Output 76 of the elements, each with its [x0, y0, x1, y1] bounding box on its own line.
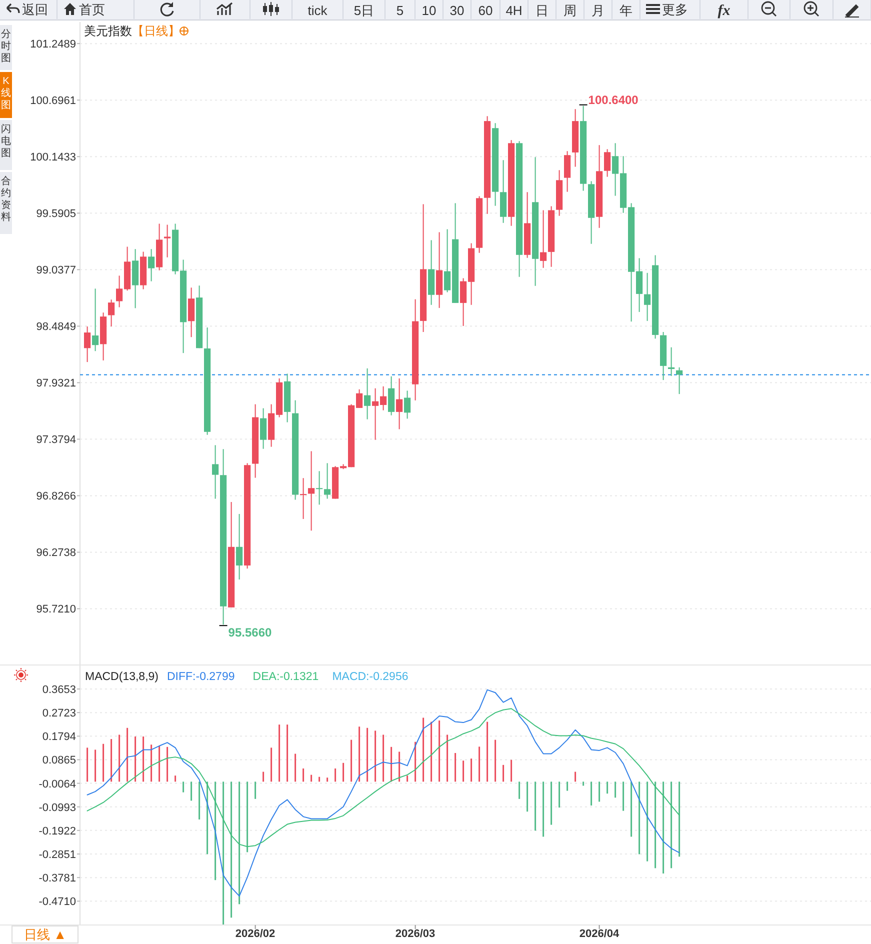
y-tick-label: -0.3781 — [38, 872, 76, 885]
candlestick — [540, 210, 547, 268]
y-tick-label: -0.4710 — [38, 896, 76, 908]
text: 10 — [422, 3, 436, 18]
x-tick-label: 2026/02 — [235, 928, 276, 940]
candlestick — [108, 299, 115, 327]
y-tick-label: 100.1433 — [30, 152, 76, 164]
y-tick-label: 101.2489 — [30, 38, 76, 51]
candlestick — [300, 478, 307, 520]
y-tick-label: 0.0865 — [42, 754, 76, 767]
text: 周 — [564, 3, 576, 18]
candlestick — [92, 288, 99, 352]
y-tick-label: -0.0064 — [38, 778, 76, 790]
text: 30 — [450, 3, 464, 18]
text: 闪电图 — [1, 123, 11, 159]
y-tick-label: -0.0993 — [38, 802, 76, 814]
text: 更多 — [662, 2, 688, 17]
annotation: 100.6400 — [588, 92, 639, 107]
candlestick — [260, 408, 267, 450]
text: 5 — [396, 3, 404, 18]
y-tick-label: 96.8266 — [36, 490, 76, 503]
chart-subtitle: 【日线】 — [132, 24, 180, 38]
candlestick — [148, 248, 155, 282]
chart-title: 美元指数 — [84, 24, 132, 38]
candlestick — [396, 378, 403, 430]
y-tick-label: 97.9321 — [36, 378, 76, 390]
candlestick — [324, 462, 331, 500]
y-tick-label: 99.5905 — [36, 208, 76, 220]
candlestick — [668, 346, 675, 376]
text: 60 — [478, 3, 493, 18]
y-tick-label: 95.7210 — [36, 604, 76, 616]
y-tick-label: -0.1922 — [38, 825, 76, 838]
x-tick-label: 2026/04 — [579, 928, 620, 940]
y-tick-label: 97.3794 — [36, 434, 76, 446]
y-tick-label: 0.1794 — [42, 731, 76, 744]
candlestick — [236, 513, 243, 580]
text: 4H — [506, 3, 522, 18]
candlestick — [404, 390, 411, 420]
text: DIFF:-0.2799 — [167, 671, 235, 683]
candlestick — [388, 376, 395, 416]
text: 日线 ▲ — [24, 927, 66, 942]
text: tick — [308, 3, 328, 18]
candlestick — [316, 470, 323, 506]
y-tick-label: 99.0377 — [36, 264, 76, 277]
text: 合约资料 — [1, 175, 11, 223]
line-series — [86, 708, 680, 848]
candlestick — [604, 148, 611, 178]
text: 分时图 — [1, 28, 11, 64]
annotation: MACD:-0.2956 — [332, 671, 408, 683]
text: K线图 — [1, 76, 11, 111]
text: 年 — [620, 3, 632, 18]
y-tick-label: 96.2738 — [36, 547, 76, 560]
text: 月 — [592, 3, 604, 18]
line-series — [86, 689, 680, 897]
chart-title: MACD(13,8,9) — [85, 671, 159, 683]
text: 5日 — [354, 3, 374, 18]
candlestick — [188, 287, 195, 338]
text: DEA:-0.1321 — [252, 671, 319, 683]
candlestick — [364, 368, 371, 420]
text: 首页 — [79, 2, 105, 17]
candlestick — [212, 444, 219, 500]
text: 日 — [536, 3, 548, 18]
y-tick-label: 0.2723 — [42, 708, 76, 720]
candlestick — [308, 450, 315, 532]
y-tick-label: 0.3653 — [42, 684, 76, 696]
x-tick-label: 2026/03 — [395, 928, 436, 940]
text: 返回 — [22, 2, 48, 17]
y-tick-label: -0.2851 — [38, 848, 76, 861]
candlestick — [164, 224, 171, 258]
text: fx — [718, 3, 731, 19]
candlestick — [564, 150, 571, 192]
candlestick — [84, 326, 91, 363]
candlestick — [676, 366, 683, 395]
y-tick-label: 98.4849 — [36, 321, 76, 334]
y-tick-label: 100.6961 — [30, 95, 76, 108]
annotation: 95.5660 — [228, 626, 272, 640]
